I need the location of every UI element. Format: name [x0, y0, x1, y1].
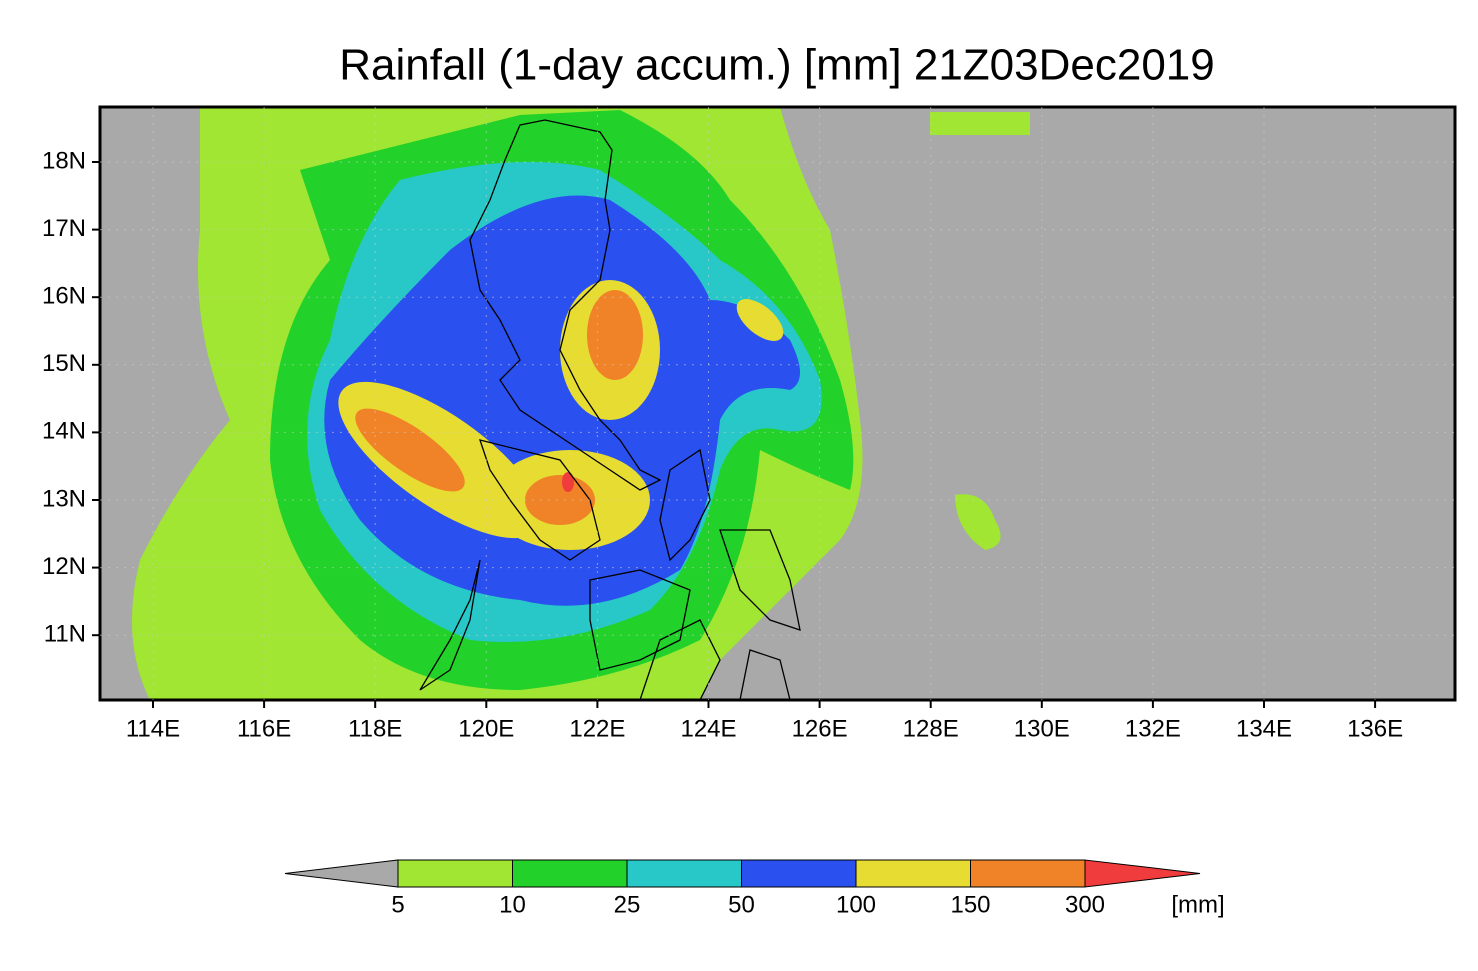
colorbar-label: 50: [728, 891, 755, 918]
coastline: [719, 529, 801, 631]
colorbar-segment: [626, 859, 742, 888]
coastline: [659, 448, 711, 562]
lat-label: 12N: [42, 553, 86, 580]
rain-area: [525, 475, 595, 525]
rain-area: [587, 290, 643, 380]
colorbar-label: 150: [950, 891, 990, 918]
colorbar-label: 10: [499, 891, 526, 918]
map-area: [100, 107, 1455, 700]
lat-label: 11N: [44, 621, 86, 648]
map-frame: [98, 105, 1457, 702]
map-title: Rainfall (1-day accum.) [mm] 21Z03Dec201…: [339, 41, 1214, 90]
rain-area: [355, 408, 465, 492]
coastline: [419, 559, 481, 691]
lon-label: 126E: [792, 715, 848, 742]
lat-label: 13N: [42, 485, 86, 512]
rain-area: [736, 299, 784, 341]
lat-label: 17N: [42, 215, 86, 242]
lon-label: 122E: [569, 715, 625, 742]
rain-area: [562, 472, 574, 492]
lon-label: 130E: [1014, 715, 1070, 742]
lon-label: 120E: [458, 715, 514, 742]
lat-label: 16N: [42, 283, 86, 310]
colorbar-label: 300: [1065, 891, 1105, 918]
coastline: [479, 439, 601, 561]
lon-label: 118E: [348, 715, 402, 742]
lon-label: 128E: [903, 715, 959, 742]
lat-label: 18N: [42, 147, 86, 174]
lon-label: 132E: [1125, 715, 1181, 742]
colorbar-segment: [855, 859, 971, 888]
colorbar-label: 5: [391, 891, 404, 918]
colorbar-label: 100: [836, 891, 876, 918]
lon-label: 134E: [1236, 715, 1292, 742]
colorbar-segment: [512, 859, 628, 888]
lon-label: 114E: [126, 715, 180, 742]
rainfall-field: [132, 107, 1030, 700]
colorbar-under: [284, 859, 399, 888]
colorbar-over: [1084, 859, 1201, 888]
lat-label: 15N: [42, 350, 86, 377]
colorbar-label: 25: [614, 891, 641, 918]
colorbar-segment: [397, 859, 513, 888]
lon-label: 124E: [680, 715, 736, 742]
lon-label: 136E: [1347, 715, 1403, 742]
colorbar-unit: [mm]: [1171, 891, 1224, 918]
axis-ticks: 18N 17N 16N 15N 14N 13N 12N 11N 114E 116E 118E 120E…: [42, 107, 1455, 742]
lon-label: 116E: [237, 715, 291, 742]
colorbar: 5 10 25 50 100 150 300 [mm]: [284, 859, 1225, 918]
colorbar-segment: [741, 859, 857, 888]
coastline: [639, 619, 791, 700]
lat-label: 14N: [42, 418, 86, 445]
colorbar-segment: [970, 859, 1086, 888]
coastline: [589, 569, 691, 671]
